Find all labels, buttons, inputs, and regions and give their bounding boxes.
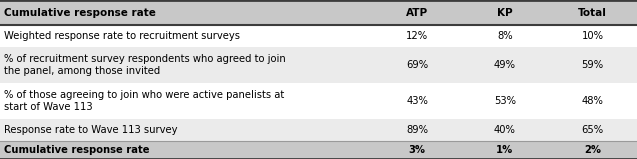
Bar (0, 119, 373, 141)
Bar (462, 0, 548, 25)
Text: 59%: 59% (582, 60, 603, 70)
Bar (373, 47, 462, 83)
Text: 65%: 65% (582, 125, 603, 135)
Bar (373, 25, 462, 47)
Bar (462, 25, 548, 47)
Text: % of recruitment survey respondents who agreed to join
the panel, among those in: % of recruitment survey respondents who … (4, 54, 285, 76)
Bar (0, 25, 373, 47)
Text: 69%: 69% (406, 60, 428, 70)
Bar (373, 141, 462, 159)
Text: 48%: 48% (582, 96, 603, 106)
Bar (548, 25, 637, 47)
Bar (0, 0, 373, 25)
Bar (548, 47, 637, 83)
Bar (548, 141, 637, 159)
Bar (373, 83, 462, 119)
Bar (462, 47, 548, 83)
Text: % of those agreeing to join who were active panelists at
start of Wave 113: % of those agreeing to join who were act… (4, 90, 284, 112)
Text: 40%: 40% (494, 125, 516, 135)
Bar (462, 119, 548, 141)
Text: 1%: 1% (496, 145, 513, 155)
Bar (373, 119, 462, 141)
Bar (548, 119, 637, 141)
Text: 49%: 49% (494, 60, 516, 70)
Bar (462, 141, 548, 159)
Text: 12%: 12% (406, 31, 428, 41)
Text: 53%: 53% (494, 96, 516, 106)
Text: Cumulative response rate: Cumulative response rate (4, 7, 155, 17)
Bar (462, 83, 548, 119)
Text: 3%: 3% (409, 145, 426, 155)
Text: Total: Total (578, 7, 607, 17)
Text: 89%: 89% (406, 125, 428, 135)
Text: 8%: 8% (497, 31, 513, 41)
Bar (548, 0, 637, 25)
Text: KP: KP (497, 7, 513, 17)
Text: 43%: 43% (406, 96, 428, 106)
Text: Cumulative response rate: Cumulative response rate (4, 145, 149, 155)
Text: ATP: ATP (406, 7, 428, 17)
Bar (0, 47, 373, 83)
Text: 2%: 2% (584, 145, 601, 155)
Bar (548, 83, 637, 119)
Bar (373, 0, 462, 25)
Bar (0, 141, 373, 159)
Bar (0, 83, 373, 119)
Text: Response rate to Wave 113 survey: Response rate to Wave 113 survey (4, 125, 177, 135)
Text: 10%: 10% (582, 31, 603, 41)
Text: Weighted response rate to recruitment surveys: Weighted response rate to recruitment su… (4, 31, 240, 41)
